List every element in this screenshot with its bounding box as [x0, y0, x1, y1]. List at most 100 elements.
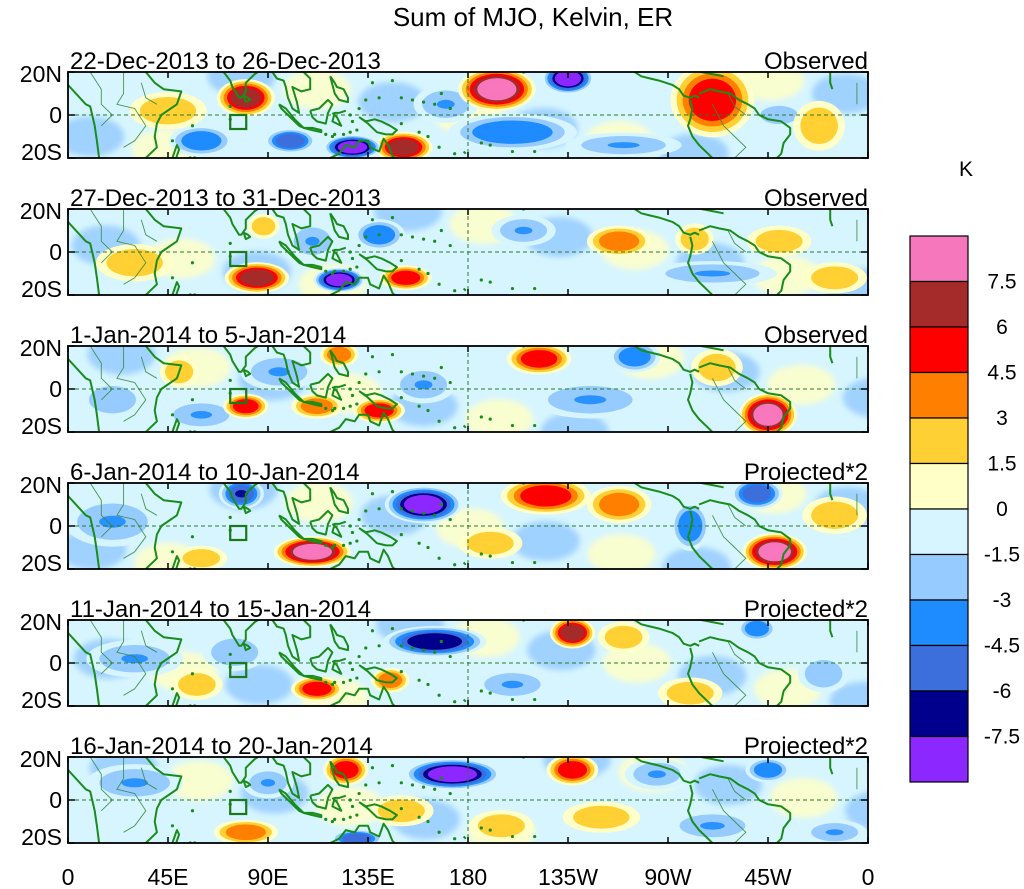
- colorbar-label: 3: [996, 407, 1008, 430]
- lat-tick-label: 0: [49, 102, 62, 128]
- anomaly-feature: [802, 262, 867, 294]
- lat-tick-label: 0: [49, 650, 62, 676]
- panel-4: 6-Jan-2014 to 10-Jan-2014 Projected*2 20N 0…: [20, 459, 869, 576]
- anomaly-feature: [384, 485, 463, 524]
- anomaly-feature: [370, 667, 410, 693]
- anomaly-feature: [473, 668, 552, 701]
- index-box: [229, 250, 248, 268]
- colorbar-label: 6: [996, 316, 1008, 339]
- anomaly-feature: [448, 113, 577, 151]
- lat-tick-label: 20N: [20, 335, 62, 361]
- anomaly-feature: [353, 398, 405, 423]
- lat-tick-label: 0: [49, 513, 62, 539]
- panel-type-label: Observed: [764, 48, 868, 75]
- anomaly-feature: [273, 536, 352, 568]
- colorbar-label: 7.5: [987, 271, 1016, 294]
- anomaly-feature: [68, 496, 161, 547]
- anomaly-feature: [797, 655, 850, 693]
- lat-tick-label: 20N: [20, 609, 62, 635]
- colorbar-label: -1.5: [984, 544, 1020, 567]
- lon-tick-label: 135E: [341, 864, 395, 889]
- anomaly-feature: [731, 483, 783, 510]
- anomaly-feature: [549, 620, 596, 649]
- anomaly-feature: [458, 527, 523, 559]
- colorbar-swatch: [909, 508, 969, 556]
- anomaly-feature: [597, 621, 650, 653]
- colorbar-label: -7.5: [984, 726, 1020, 749]
- anomaly-feature: [80, 381, 145, 419]
- colorbar-label: 4.5: [987, 362, 1016, 385]
- anomaly-feature: [737, 620, 777, 642]
- panel-date-label: 27-Dec-2013 to 31-Dec-2013: [70, 185, 381, 212]
- lon-tick-label: 0: [62, 864, 75, 889]
- anomaly-feature: [753, 102, 805, 128]
- colorbar-label: -3: [993, 589, 1012, 612]
- anomaly-feature: [648, 261, 777, 286]
- lon-tick-label: 45E: [148, 864, 189, 889]
- lat-tick-label: 20N: [20, 198, 62, 224]
- anomaly-feature: [802, 819, 867, 843]
- panel-5: 11-Jan-2014 to 15-Jan-2014 Projected*2 20N…: [20, 596, 869, 713]
- anomaly-feature: [264, 128, 317, 154]
- anomaly-feature: [667, 810, 758, 842]
- colorbar-unit: K: [959, 158, 973, 181]
- index-box: [229, 524, 248, 542]
- panel-date-label: 1-Jan-2014 to 5-Jan-2014: [70, 322, 346, 349]
- panel-1: 22-Dec-2013 to 26-Dec-2013 Observed 20N 0 20…: [20, 48, 869, 165]
- coastlines: [68, 757, 858, 843]
- anomaly-feature: [586, 225, 652, 257]
- anomaly-feature: [746, 225, 812, 257]
- panel-date-label: 16-Jan-2014 to 20-Jan-2014: [70, 733, 373, 760]
- lat-tick-label: 0: [49, 376, 62, 402]
- anomaly-feature: [745, 757, 791, 783]
- anomaly-feature: [247, 213, 280, 239]
- anomaly-feature: [313, 267, 365, 293]
- panel-date-label: 11-Jan-2014 to 15-Jan-2014: [70, 596, 371, 623]
- anomaly-feature: [546, 757, 599, 786]
- coastlines: [68, 72, 858, 158]
- anomaly-feature: [586, 485, 652, 524]
- panel-type-label: Observed: [764, 322, 868, 349]
- panel-2: 27-Dec-2013 to 31-Dec-2013 Observed 20N 0 20…: [20, 185, 869, 302]
- lon-tick-label: 0: [862, 864, 875, 889]
- colorbar-label: 0: [996, 498, 1008, 521]
- lat-tick-label: 0: [49, 787, 62, 813]
- figure-title: Sum of MJO, Kelvin, ER: [393, 2, 673, 32]
- anomaly-feature: [95, 244, 174, 282]
- colorbar-swatch: [909, 644, 969, 692]
- index-box: [229, 798, 248, 816]
- anomaly-feature: [691, 348, 743, 387]
- lon-tick-label: 90E: [248, 864, 289, 889]
- anomaly-feature: [379, 265, 432, 291]
- colorbar-swatch: [909, 371, 969, 419]
- index-box: [229, 661, 248, 679]
- lon-tick-label: 180: [449, 864, 487, 889]
- anomaly-feature: [562, 801, 641, 833]
- colorbar-swatch: [909, 280, 969, 328]
- anomaly-feature: [542, 72, 594, 95]
- panel-date-label: 22-Dec-2013 to 26-Dec-2013: [70, 48, 381, 75]
- anomaly-feature: [291, 676, 343, 702]
- coastlines: [68, 346, 858, 432]
- panel-type-label: Projected*2: [744, 733, 868, 760]
- colorbar-swatch: [909, 553, 969, 601]
- lat-tick-label: 20S: [21, 824, 62, 850]
- anomaly-feature: [383, 625, 487, 658]
- colorbar-swatch: [909, 462, 969, 510]
- colorbar-swatch: [909, 690, 969, 738]
- lon-tick-label: 90W: [644, 864, 692, 889]
- anomaly-feature: [240, 353, 318, 391]
- anomaly-field: [68, 346, 868, 432]
- lat-tick-label: 20S: [21, 139, 62, 165]
- anomaly-feature: [86, 764, 183, 802]
- anomaly-feature: [500, 483, 591, 515]
- lat-tick-label: 20N: [20, 746, 62, 772]
- lat-tick-label: 20S: [21, 413, 62, 439]
- anomaly-feature: [469, 810, 534, 842]
- lat-tick-label: 20N: [20, 472, 62, 498]
- colorbar-swatch: [909, 326, 969, 374]
- anomaly-feature: [565, 132, 682, 158]
- anomaly-feature: [202, 633, 267, 671]
- panel-date-label: 6-Jan-2014 to 10-Jan-2014: [70, 459, 360, 486]
